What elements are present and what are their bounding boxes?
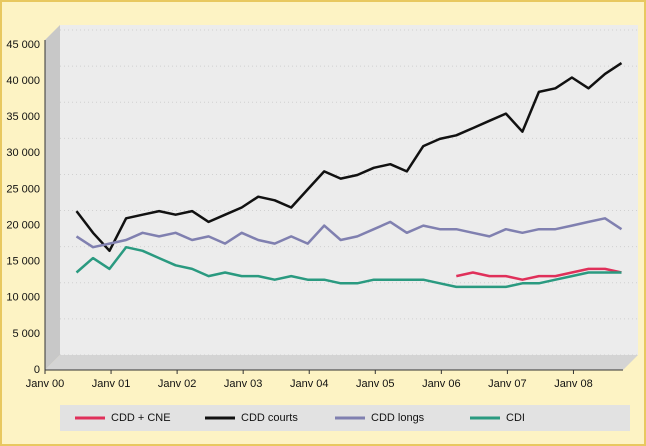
floor (45, 355, 638, 370)
x-tick-label: Janv 02 (158, 378, 197, 390)
y-tick-label: 0 (34, 364, 40, 376)
x-tick-label: Janv 01 (92, 378, 131, 390)
y-tick-label: 5 000 (12, 328, 40, 340)
legend-label: CDI (506, 412, 525, 424)
y-tick-label: 35 000 (6, 111, 40, 123)
x-tick-label: Janv 06 (422, 378, 461, 390)
x-tick-label: Janv 03 (224, 378, 263, 390)
x-tick-label: Janv 04 (290, 378, 329, 390)
series-line (75, 217, 623, 249)
series-line (75, 62, 623, 253)
legend-label: CDD longs (371, 412, 425, 424)
x-tick-label: Janv 07 (488, 378, 527, 390)
series-line (456, 267, 622, 281)
x-tick-label: Janv 05 (356, 378, 395, 390)
x-tick-label: Janv 08 (554, 378, 593, 390)
y-tick-label: 10 000 (6, 292, 40, 304)
y-tick-label: 45 000 (6, 39, 40, 51)
y-tick-label: 40 000 (6, 75, 40, 87)
side-wall (45, 25, 60, 370)
y-tick-label: 20 000 (6, 219, 40, 231)
x-tick-label: Janv 00 (26, 378, 65, 390)
y-tick-label: 25 000 (6, 183, 40, 195)
series-line (75, 245, 622, 289)
plot-area (60, 25, 638, 355)
legend-label: CDD courts (241, 412, 298, 424)
y-tick-label: 15 000 (6, 256, 40, 268)
y-tick-label: 30 000 (6, 147, 40, 159)
legend-label: CDD + CNE (111, 412, 171, 424)
